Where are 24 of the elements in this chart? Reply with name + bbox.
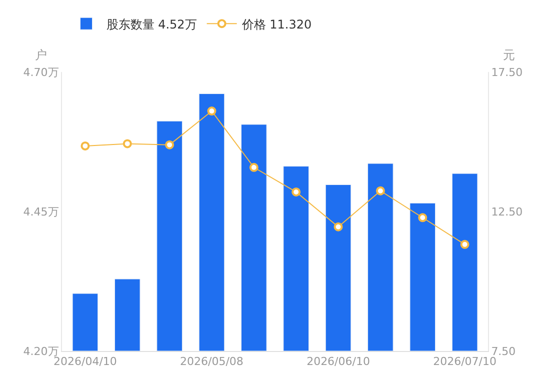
point bbox=[249, 162, 258, 172]
x-tick-label: 2026/07/10 bbox=[433, 355, 497, 368]
point bbox=[334, 222, 343, 232]
y-tick-label: 4.70万 bbox=[23, 66, 59, 79]
point bbox=[207, 106, 216, 116]
y-tick-label: 4.20万 bbox=[23, 344, 59, 358]
y2-axis-title: 元 bbox=[503, 48, 515, 62]
point bbox=[292, 187, 301, 196]
x-tick-label: 2026/05/08 bbox=[180, 355, 244, 368]
y2-tick-label: 7.50 bbox=[491, 344, 516, 358]
legend-label: 价格 11.320 bbox=[240, 17, 312, 32]
point bbox=[460, 240, 470, 249]
point bbox=[80, 141, 90, 150]
y-axis-title: 户 bbox=[35, 48, 47, 62]
point bbox=[165, 140, 174, 150]
x-tick-label: 2026/04/10 bbox=[53, 355, 117, 368]
y2-tick-label: 17.50 bbox=[491, 66, 523, 79]
x-tick-label: 2026/06/10 bbox=[306, 355, 370, 368]
point bbox=[418, 213, 428, 222]
point bbox=[376, 186, 385, 196]
point bbox=[122, 139, 132, 148]
y-tick-label: 4.45万 bbox=[23, 205, 59, 218]
legend-label: 股东数量 4.52万 bbox=[106, 17, 197, 32]
y2-tick-label: 12.50 bbox=[491, 205, 523, 218]
